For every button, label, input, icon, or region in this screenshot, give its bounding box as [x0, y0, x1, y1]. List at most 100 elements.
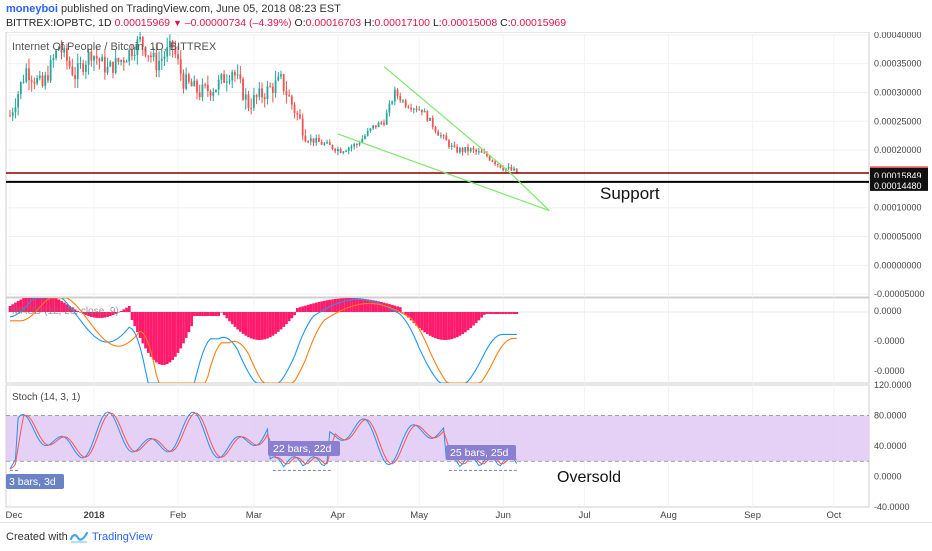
macd-hist-bar [407, 312, 410, 318]
macd-pane[interactable] [5, 297, 870, 384]
ohlc-line: BITTREX:IOPBTC, 1D 0.00015969 ▼ –0.00000… [6, 17, 566, 29]
candle-body [131, 50, 133, 57]
candle-body [458, 148, 461, 153]
low-label: L: [432, 17, 442, 29]
candle-body [90, 51, 93, 61]
tradingview-link[interactable]: TradingView [92, 531, 153, 543]
candle-body [125, 61, 128, 63]
candle-body [17, 94, 20, 108]
macd-hist-bar [463, 312, 467, 333]
macd-tick-label: -0.0000 [874, 366, 905, 376]
macd-axis[interactable]: 0.0000 -0.0000 -0.0000 [874, 306, 905, 376]
candle-body [475, 149, 478, 152]
macd-hist-bar [24, 298, 28, 312]
wedge-lower-line [337, 133, 550, 212]
candle-body [206, 84, 209, 92]
candle-body [274, 80, 277, 93]
stoch-axis[interactable]: 120.0000 80.0000 40.0000 0.0000 -40.0000 [874, 380, 912, 512]
bars-badge-1-label: 3 bars, 3d [9, 476, 56, 488]
macd-hist-bar [203, 312, 207, 316]
candle-body [244, 94, 247, 100]
macd-hist-bar [179, 312, 183, 349]
candle-body [402, 100, 404, 102]
candle-body [407, 106, 410, 108]
candle-body [74, 74, 76, 80]
macd-hist-bar [458, 312, 462, 336]
macd-hist-bar [211, 312, 215, 316]
time-tick-label: Aug [660, 510, 677, 521]
macd-hist-bar [117, 312, 120, 313]
candle-body [19, 82, 22, 95]
candle-body [299, 114, 301, 119]
macd-hist-bar [501, 312, 505, 314]
macd-hist-bar [374, 300, 378, 312]
macd-hist-bar [312, 303, 315, 312]
main-price-axis[interactable]: 0.00040000 0.00035000 0.00030000 0.00025000… [870, 32, 928, 299]
candle-body [410, 107, 412, 110]
macd-hist-bar [382, 302, 386, 312]
candle-body [461, 148, 464, 152]
macd-hist-bar [220, 312, 223, 313]
macd-hist-bar [95, 312, 99, 318]
macd-hist-bar [62, 302, 66, 312]
time-axis[interactable]: Dec 2018 Feb Mar Apr May Jun Jul Aug Sep Oct [6, 510, 842, 521]
macd-hist-bar [515, 312, 519, 314]
candle-body [364, 135, 366, 139]
candle-body [315, 138, 318, 143]
candle-body [415, 108, 418, 110]
signal-line [10, 298, 517, 383]
macd-hist-bar [38, 298, 42, 312]
candle-body [30, 80, 33, 82]
candle-body [388, 103, 391, 113]
candle-body [334, 148, 337, 152]
macd-hist-bar [49, 298, 53, 312]
macd-hist-bar [477, 312, 481, 321]
macd-hist-bar [90, 312, 93, 317]
macd-hist-bar [314, 302, 318, 312]
candle-body [11, 112, 14, 116]
macd-hist-bar [469, 312, 473, 328]
macd-line [9, 298, 517, 383]
stoch-tick-label: 120.0000 [874, 380, 912, 390]
candle-body [71, 66, 74, 75]
candle-body [450, 145, 453, 147]
macd-hist-bar [168, 312, 172, 363]
candle-body [41, 75, 44, 86]
macd-hist-bar [512, 312, 516, 314]
time-tick-label: Jun [496, 510, 511, 521]
price-tick-label: 0.00010000 [874, 203, 922, 213]
candle-body [515, 168, 518, 174]
candle-body [280, 74, 282, 77]
candle-body [320, 141, 323, 145]
macd-hist-bar [98, 312, 101, 318]
candle-body [353, 144, 356, 147]
publish-info: published on TradingView.com, June 05, 2… [61, 3, 341, 15]
bars-badge-1: 3 bars, 3d [6, 474, 64, 489]
macd-hist-bar [333, 298, 337, 312]
macd-hist-bar [361, 298, 364, 312]
candle-body [225, 81, 228, 83]
candle-body [76, 63, 79, 80]
macd-hist-bar [8, 306, 12, 312]
candle-body [101, 56, 104, 62]
candle-body [9, 115, 11, 117]
bars-badge-2-label: 22 bars, 22d [273, 443, 332, 455]
candle-body [361, 138, 364, 144]
candle-body [380, 122, 383, 124]
candle-body [491, 160, 494, 162]
macd-hist-bar [279, 312, 283, 330]
macd-hist-bar [52, 298, 55, 312]
candle-body [174, 47, 177, 55]
macd-hist-bar [377, 301, 380, 312]
macd-hist-bar [304, 305, 307, 312]
main-pane[interactable] [5, 32, 870, 298]
macd-hist-bar [453, 312, 456, 339]
chart-area[interactable]: Internet Of People / Bitcoin, 1D, BITTRE… [0, 32, 932, 522]
macd-hist-bar [165, 312, 169, 365]
publish-line: moneyboi published on TradingView.com, J… [6, 3, 341, 15]
macd-hist-bar [54, 298, 58, 312]
candle-body [209, 91, 212, 96]
macd-hist-bar [268, 312, 272, 338]
macd-hist-bar [480, 312, 483, 318]
author-link[interactable]: moneyboi [6, 3, 58, 15]
